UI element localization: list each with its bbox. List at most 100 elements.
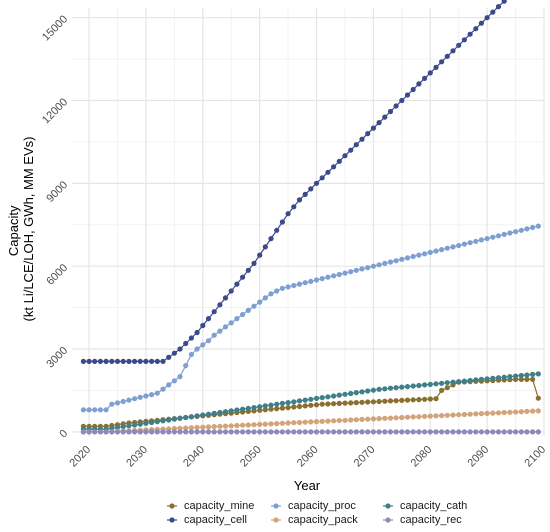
x-tick-label: 2030 xyxy=(124,444,150,470)
data-point xyxy=(211,410,217,416)
data-point xyxy=(245,429,251,435)
data-point xyxy=(370,387,376,393)
data-point xyxy=(382,386,388,392)
data-point xyxy=(194,429,200,435)
data-point xyxy=(274,288,280,294)
data-point xyxy=(410,397,416,403)
data-point xyxy=(416,414,422,420)
data-point xyxy=(86,407,92,413)
data-point xyxy=(114,429,121,435)
data-point xyxy=(132,429,138,435)
data-point xyxy=(331,393,337,399)
data-point xyxy=(376,416,382,422)
data-point xyxy=(171,350,177,356)
data-point xyxy=(382,114,388,120)
data-point xyxy=(86,429,92,435)
data-point xyxy=(103,407,109,413)
data-point xyxy=(166,429,172,435)
data-point xyxy=(234,316,240,322)
data-point xyxy=(382,398,388,404)
data-point xyxy=(365,265,371,271)
data-point xyxy=(427,381,433,387)
data-point xyxy=(296,429,303,435)
data-point xyxy=(194,413,200,419)
y-tick-label: 9000 xyxy=(44,179,70,205)
data-point xyxy=(342,153,348,159)
data-point xyxy=(336,271,342,278)
data-point xyxy=(353,267,359,273)
data-point xyxy=(467,240,473,246)
data-point xyxy=(490,234,496,240)
data-point xyxy=(132,396,138,402)
data-point xyxy=(109,358,115,364)
data-point xyxy=(365,429,371,435)
data-point xyxy=(171,429,177,435)
data-point xyxy=(461,429,467,435)
data-point xyxy=(80,358,86,364)
data-point xyxy=(251,429,257,435)
data-point xyxy=(331,429,337,435)
data-point xyxy=(313,402,320,408)
data-point xyxy=(268,402,274,408)
data-point xyxy=(222,324,229,330)
data-point xyxy=(251,405,257,411)
data-point xyxy=(478,411,484,417)
data-point xyxy=(251,303,257,309)
data-point xyxy=(478,429,484,435)
data-point xyxy=(302,419,308,425)
y-tick-label: 12000 xyxy=(40,96,70,126)
data-point xyxy=(240,429,246,435)
data-point xyxy=(114,424,121,430)
data-point xyxy=(319,429,325,435)
data-point xyxy=(217,423,223,429)
data-point xyxy=(217,429,223,435)
data-point xyxy=(331,418,337,424)
series-capacity-proc xyxy=(80,223,541,413)
data-point xyxy=(359,136,365,142)
data-point xyxy=(205,424,212,430)
data-point xyxy=(490,410,496,416)
data-point xyxy=(257,404,263,410)
data-point xyxy=(359,399,365,405)
legend-marker xyxy=(169,503,175,509)
data-point xyxy=(410,253,416,260)
legend-label: capacity_proc xyxy=(288,500,356,512)
data-point xyxy=(410,414,416,420)
data-point xyxy=(427,249,433,255)
data-point xyxy=(188,351,194,358)
data-point xyxy=(359,266,365,272)
data-point xyxy=(137,358,143,364)
data-point xyxy=(393,398,399,404)
x-tick-label: 2100 xyxy=(522,444,548,470)
data-point xyxy=(171,378,177,384)
data-point xyxy=(228,320,234,326)
data-point xyxy=(126,358,132,364)
data-point xyxy=(507,409,513,415)
data-point xyxy=(353,142,359,148)
data-point xyxy=(427,70,433,76)
data-point xyxy=(484,15,490,21)
data-point xyxy=(245,307,251,313)
data-point xyxy=(149,419,155,426)
data-point xyxy=(296,398,303,404)
data-point xyxy=(160,358,166,364)
data-point xyxy=(399,384,405,390)
data-point xyxy=(103,358,109,364)
data-point xyxy=(473,377,479,383)
data-point xyxy=(473,411,479,417)
data-point xyxy=(450,412,456,418)
data-point xyxy=(120,358,126,364)
data-point xyxy=(285,420,291,426)
x-tick-label: 2080 xyxy=(409,444,435,470)
data-point xyxy=(376,262,382,268)
data-point xyxy=(461,411,467,418)
data-point xyxy=(444,53,450,59)
data-point xyxy=(478,20,484,26)
data-point xyxy=(126,429,132,435)
data-point xyxy=(222,423,229,429)
data-point xyxy=(456,412,462,418)
data-point xyxy=(507,429,513,435)
data-point xyxy=(143,429,149,435)
data-point xyxy=(507,374,513,380)
data-point xyxy=(439,380,445,386)
